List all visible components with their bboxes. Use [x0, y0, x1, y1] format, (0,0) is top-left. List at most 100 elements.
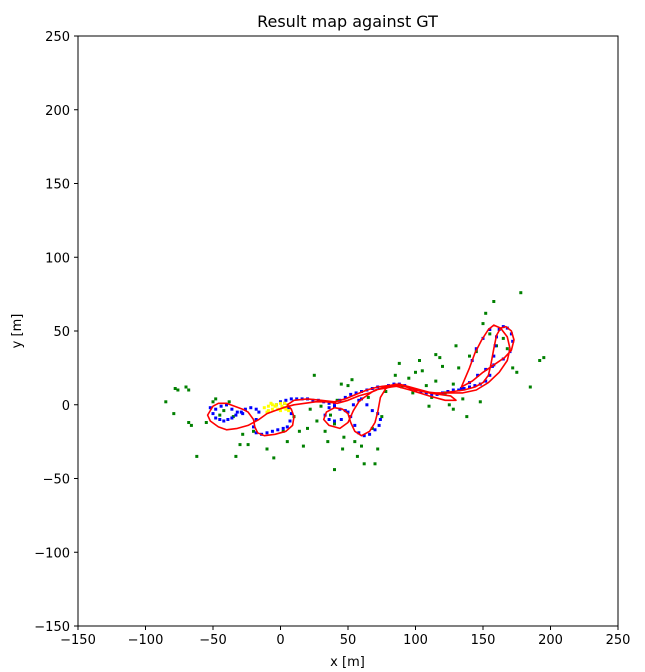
data-point — [211, 412, 215, 416]
data-point — [511, 339, 515, 343]
y-tick-label: 100 — [45, 251, 70, 266]
data-point — [353, 423, 357, 427]
data-point — [297, 429, 301, 433]
data-point — [164, 400, 168, 404]
data-point — [465, 415, 469, 419]
data-point — [538, 359, 542, 362]
data-point — [420, 369, 424, 373]
y-tick-label: 200 — [45, 104, 70, 119]
data-point — [484, 311, 488, 315]
data-point — [230, 416, 234, 420]
data-point — [204, 421, 208, 424]
data-point — [333, 468, 336, 472]
data-point — [254, 407, 258, 411]
data-point — [353, 440, 357, 444]
x-tick-label: −100 — [128, 633, 164, 648]
y-axis-label: y [m] — [10, 314, 25, 349]
x-tick-label: 150 — [471, 633, 496, 648]
data-point — [459, 387, 463, 390]
data-point — [326, 440, 330, 444]
data-point — [457, 366, 461, 370]
data-point — [430, 392, 434, 396]
data-point — [373, 462, 377, 466]
data-point — [360, 444, 363, 448]
data-point — [269, 401, 273, 405]
data-point — [225, 403, 228, 407]
data-point — [509, 332, 513, 336]
data-point — [378, 418, 382, 421]
data-point — [327, 406, 331, 410]
data-point — [488, 373, 492, 377]
data-point — [214, 407, 218, 411]
data-point — [434, 379, 438, 383]
data-point — [362, 462, 366, 466]
data-point — [373, 428, 377, 432]
data-point — [528, 385, 532, 389]
data-point — [368, 432, 372, 436]
data-point — [235, 410, 239, 414]
data-point — [346, 384, 350, 388]
data-point — [222, 419, 226, 423]
data-point — [176, 388, 180, 392]
data-point — [342, 435, 346, 439]
data-point — [384, 390, 388, 393]
y-tick-label: 0 — [62, 399, 70, 414]
data-point — [262, 406, 266, 410]
data-point — [350, 378, 354, 382]
x-tick-label: 0 — [276, 633, 284, 648]
data-point — [276, 428, 280, 432]
data-point — [266, 404, 270, 408]
data-point — [230, 407, 234, 411]
data-point — [476, 373, 480, 377]
data-point — [357, 431, 361, 435]
data-point — [354, 391, 358, 395]
x-tick-label: −50 — [199, 633, 226, 648]
data-point — [454, 344, 458, 348]
data-point — [214, 416, 218, 420]
data-point — [501, 336, 505, 340]
data-point — [189, 423, 193, 427]
chart-title: Result map against GT — [257, 12, 438, 31]
series-1 — [208, 325, 515, 438]
data-point — [172, 412, 176, 416]
data-point — [327, 418, 331, 421]
axes-frame — [77, 35, 619, 627]
y-axis: −150 −100 −50 0 50 100 150 200 250 — [34, 30, 78, 635]
data-point — [468, 385, 471, 389]
data-point — [397, 361, 401, 365]
data-point — [451, 388, 455, 392]
x-tick-label: 200 — [538, 633, 563, 648]
data-point — [219, 404, 223, 408]
y-tick-label: 250 — [45, 30, 70, 45]
data-point — [173, 387, 177, 390]
data-point — [484, 367, 488, 371]
data-point — [273, 404, 277, 408]
data-point — [329, 413, 332, 417]
data-point — [343, 395, 347, 399]
data-point — [285, 440, 289, 444]
x-tick-label: 250 — [606, 633, 631, 648]
data-point — [308, 407, 312, 411]
data-point — [249, 406, 253, 410]
data-point — [542, 356, 546, 360]
data-point — [272, 456, 276, 460]
data-point — [370, 409, 374, 413]
data-point — [355, 454, 359, 458]
data-point — [288, 419, 292, 423]
data-point — [218, 418, 222, 421]
data-point — [451, 382, 455, 386]
data-point — [227, 400, 231, 404]
data-point — [511, 366, 515, 370]
data-point — [265, 431, 269, 435]
data-point — [418, 359, 421, 362]
data-point — [289, 397, 293, 401]
data-point — [505, 347, 509, 351]
data-point — [468, 354, 471, 358]
data-point — [234, 454, 238, 458]
data-point — [451, 407, 455, 411]
data-point — [265, 410, 269, 414]
data-point — [252, 425, 255, 429]
data-point — [211, 400, 215, 404]
data-point — [279, 409, 282, 413]
data-point — [289, 412, 293, 416]
